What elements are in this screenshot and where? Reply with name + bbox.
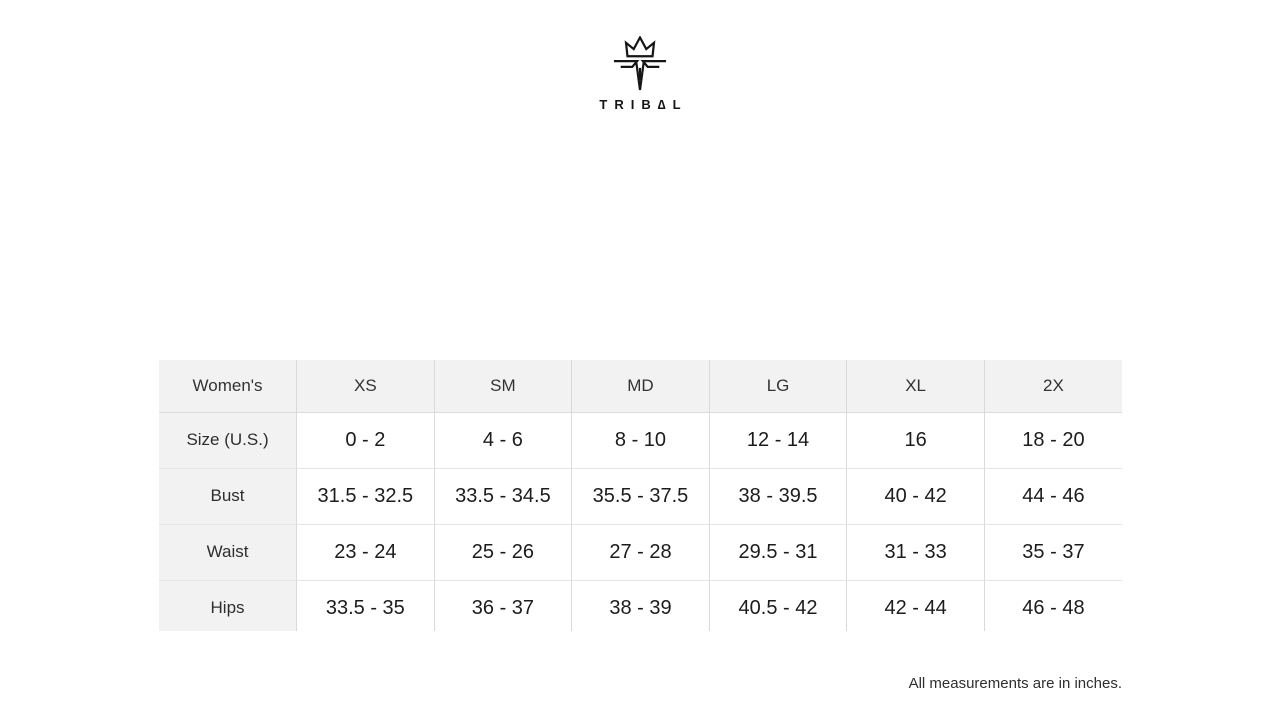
cell-value: 33.5 - 35: [296, 580, 435, 631]
cell-value: 36 - 37: [434, 580, 573, 631]
cell-value: 46 - 48: [984, 580, 1122, 631]
cell-value: 42 - 44: [846, 580, 985, 631]
cell-value: 33.5 - 34.5: [434, 468, 573, 525]
cell-value: 29.5 - 31: [709, 524, 848, 581]
cell-value: 31 - 33: [846, 524, 985, 581]
cell-value: 35.5 - 37.5: [571, 468, 710, 525]
cell-value: 8 - 10: [571, 412, 710, 469]
row-label: Size (U.S.): [159, 412, 298, 469]
header-row: Women's XS SM MD LG XL 2X: [159, 360, 1122, 413]
column-header-md: MD: [571, 360, 710, 413]
measurement-note: All measurements are in inches.: [908, 675, 1122, 692]
size-chart: Women's XS SM MD LG XL 2X Size (U.S.) 0 …: [159, 360, 1122, 631]
cell-value: 38 - 39.5: [709, 468, 848, 525]
cell-value: 40 - 42: [846, 468, 985, 525]
table-row-hips: Hips 33.5 - 35 36 - 37 38 - 39 40.5 - 42…: [159, 580, 1122, 631]
cell-value: 35 - 37: [984, 524, 1122, 581]
column-header-womens: Women's: [159, 360, 298, 413]
cell-value: 40.5 - 42: [709, 580, 848, 631]
cell-value: 18 - 20: [984, 412, 1122, 469]
table-row-bust: Bust 31.5 - 32.5 33.5 - 34.5 35.5 - 37.5…: [159, 468, 1122, 525]
crown-trident-logo-icon: [613, 36, 667, 91]
cell-value: 38 - 39: [571, 580, 710, 631]
cell-value: 16: [846, 412, 985, 469]
table-row-waist: Waist 23 - 24 25 - 26 27 - 28 29.5 - 31 …: [159, 524, 1122, 581]
column-header-2x: 2X: [984, 360, 1122, 413]
size-chart-table: Women's XS SM MD LG XL 2X Size (U.S.) 0 …: [159, 360, 1122, 631]
column-header-xl: XL: [846, 360, 985, 413]
cell-value: 25 - 26: [434, 524, 573, 581]
row-label: Bust: [159, 468, 298, 525]
cell-value: 44 - 46: [984, 468, 1122, 525]
brand-wordmark: TRIB∆L: [599, 97, 688, 112]
cell-value: 23 - 24: [296, 524, 435, 581]
cell-value: 0 - 2: [296, 412, 435, 469]
column-header-xs: XS: [296, 360, 435, 413]
column-header-sm: SM: [434, 360, 573, 413]
brand-header: TRIB∆L: [520, 36, 760, 112]
cell-value: 27 - 28: [571, 524, 710, 581]
cell-value: 31.5 - 32.5: [296, 468, 435, 525]
row-label: Hips: [159, 580, 298, 631]
table-row-size-us: Size (U.S.) 0 - 2 4 - 6 8 - 10 12 - 14 1…: [159, 412, 1122, 469]
column-header-lg: LG: [709, 360, 848, 413]
row-label: Waist: [159, 524, 298, 581]
cell-value: 12 - 14: [709, 412, 848, 469]
cell-value: 4 - 6: [434, 412, 573, 469]
